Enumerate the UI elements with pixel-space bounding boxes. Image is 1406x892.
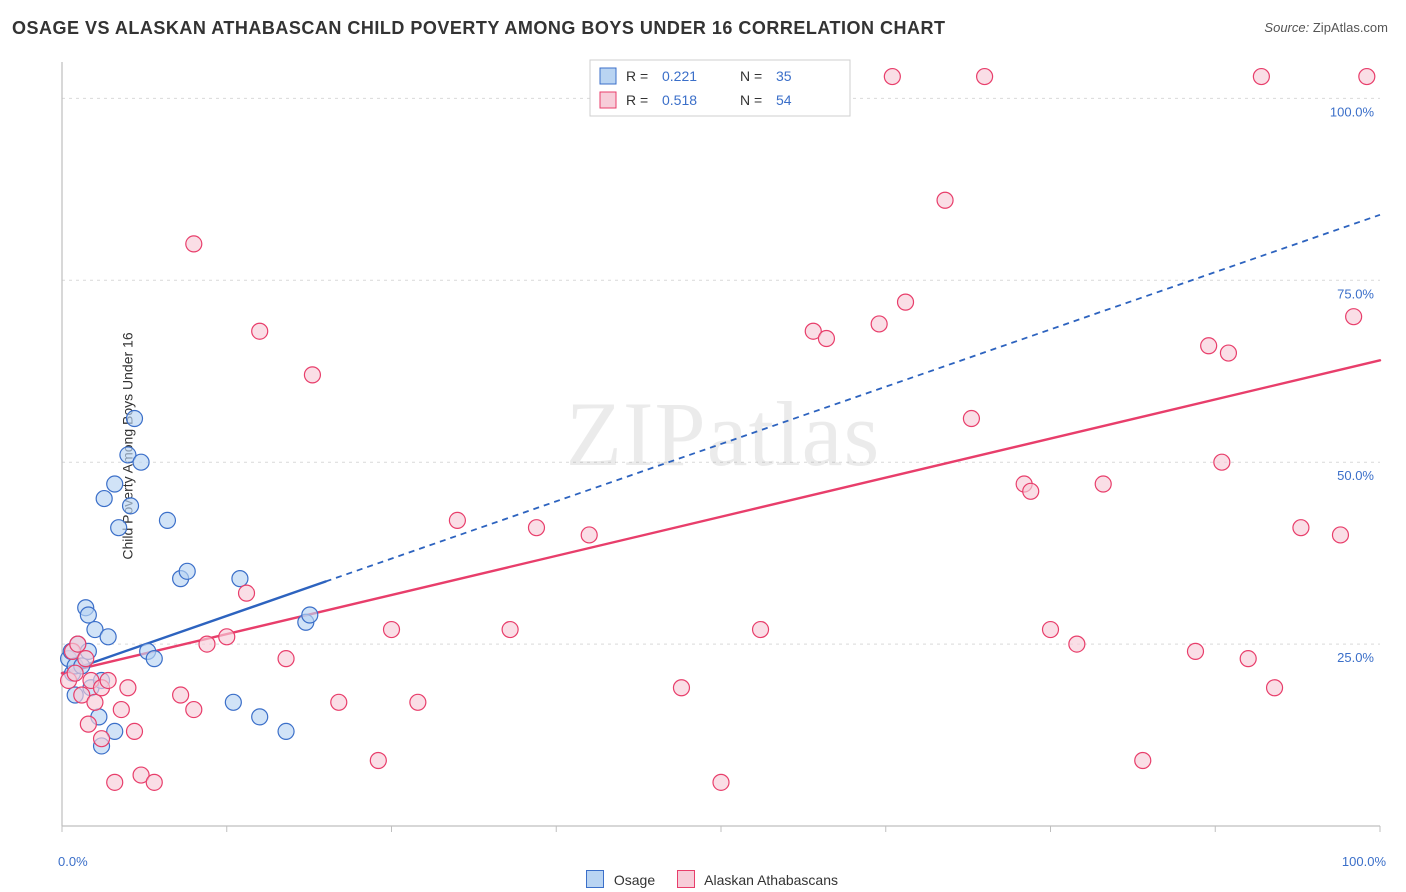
point-alaskan athabascans — [107, 774, 123, 790]
point-osage — [133, 454, 149, 470]
point-alaskan athabascans — [278, 651, 294, 667]
point-alaskan athabascans — [70, 636, 86, 652]
y-tick-label: 100.0% — [1330, 104, 1375, 119]
top-legend-r-value: 0.221 — [662, 68, 697, 84]
point-osage — [146, 651, 162, 667]
point-alaskan athabascans — [898, 294, 914, 310]
point-alaskan athabascans — [1359, 69, 1375, 85]
point-alaskan athabascans — [80, 716, 96, 732]
point-alaskan athabascans — [1187, 643, 1203, 659]
point-alaskan athabascans — [410, 694, 426, 710]
y-tick-label: 50.0% — [1337, 468, 1374, 483]
y-tick-label: 25.0% — [1337, 650, 1374, 665]
point-alaskan athabascans — [219, 629, 235, 645]
source-name: ZipAtlas.com — [1313, 20, 1388, 35]
point-alaskan athabascans — [100, 672, 116, 688]
point-alaskan athabascans — [1135, 753, 1151, 769]
point-alaskan athabascans — [502, 622, 518, 638]
point-alaskan athabascans — [871, 316, 887, 332]
point-osage — [96, 491, 112, 507]
point-alaskan athabascans — [1293, 520, 1309, 536]
point-osage — [159, 512, 175, 528]
point-alaskan athabascans — [120, 680, 136, 696]
point-alaskan athabascans — [937, 192, 953, 208]
point-alaskan athabascans — [1043, 622, 1059, 638]
point-alaskan athabascans — [449, 512, 465, 528]
point-alaskan athabascans — [818, 330, 834, 346]
x-tick-end: 100.0% — [1342, 854, 1386, 869]
y-tick-label: 75.0% — [1337, 286, 1374, 301]
plot-area: 25.0% 50.0% 75.0% 100.0% ZIPatlas R = 0.221 N =… — [58, 54, 1388, 844]
point-alaskan athabascans — [1069, 636, 1085, 652]
point-alaskan athabascans — [186, 702, 202, 718]
point-alaskan athabascans — [1095, 476, 1111, 492]
legend-label-osage: Osage — [614, 872, 655, 888]
top-legend-swatch — [600, 92, 616, 108]
point-alaskan athabascans — [1346, 309, 1362, 325]
watermark: ZIPatlas — [566, 383, 881, 485]
point-alaskan athabascans — [753, 622, 769, 638]
point-alaskan athabascans — [87, 694, 103, 710]
point-alaskan athabascans — [1023, 483, 1039, 499]
point-osage — [179, 563, 195, 579]
source-label: Source: — [1264, 20, 1309, 35]
point-alaskan athabascans — [977, 69, 993, 85]
point-alaskan athabascans — [1201, 338, 1217, 354]
point-alaskan athabascans — [370, 753, 386, 769]
top-legend-r-value: 0.518 — [662, 92, 697, 108]
point-alaskan athabascans — [528, 520, 544, 536]
point-alaskan athabascans — [1332, 527, 1348, 543]
point-alaskan athabascans — [304, 367, 320, 383]
source-credit: Source: ZipAtlas.com — [1264, 20, 1388, 35]
point-osage — [278, 723, 294, 739]
point-alaskan athabascans — [199, 636, 215, 652]
point-alaskan athabascans — [239, 585, 255, 601]
bottom-legend: Osage Alaskan Athabascans — [0, 870, 1406, 888]
legend-label-athabascan: Alaskan Athabascans — [704, 872, 838, 888]
point-alaskan athabascans — [173, 687, 189, 703]
point-alaskan athabascans — [1240, 651, 1256, 667]
point-osage — [80, 607, 96, 623]
point-osage — [126, 411, 142, 427]
point-alaskan athabascans — [1253, 69, 1269, 85]
point-osage — [107, 476, 123, 492]
scatter-svg: 25.0% 50.0% 75.0% 100.0% ZIPatlas R = 0.221 N =… — [58, 54, 1388, 844]
top-legend-n-label: N = — [740, 92, 762, 108]
top-legend-r-label: R = — [626, 92, 648, 108]
point-alaskan athabascans — [384, 622, 400, 638]
point-osage — [123, 498, 139, 514]
point-alaskan athabascans — [1220, 345, 1236, 361]
point-alaskan athabascans — [581, 527, 597, 543]
point-alaskan athabascans — [1267, 680, 1283, 696]
top-legend-n-value: 54 — [776, 92, 792, 108]
chart-title: OSAGE VS ALASKAN ATHABASCAN CHILD POVERT… — [12, 18, 946, 39]
point-alaskan athabascans — [252, 323, 268, 339]
point-alaskan athabascans — [884, 69, 900, 85]
top-legend-n-label: N = — [740, 68, 762, 84]
point-alaskan athabascans — [186, 236, 202, 252]
point-alaskan athabascans — [713, 774, 729, 790]
point-alaskan athabascans — [126, 723, 142, 739]
top-legend-n-value: 35 — [776, 68, 792, 84]
legend-swatch-athabascan — [677, 870, 695, 888]
top-legend-swatch — [600, 68, 616, 84]
point-alaskan athabascans — [146, 774, 162, 790]
legend-swatch-osage — [586, 870, 604, 888]
point-alaskan athabascans — [113, 702, 129, 718]
point-alaskan athabascans — [1214, 454, 1230, 470]
point-alaskan athabascans — [78, 651, 94, 667]
point-alaskan athabascans — [94, 731, 110, 747]
point-alaskan athabascans — [673, 680, 689, 696]
x-tick-start: 0.0% — [58, 854, 88, 869]
point-osage — [232, 571, 248, 587]
point-osage — [111, 520, 127, 536]
point-alaskan athabascans — [67, 665, 83, 681]
point-osage — [225, 694, 241, 710]
point-osage — [100, 629, 116, 645]
point-osage — [252, 709, 268, 725]
top-legend-r-label: R = — [626, 68, 648, 84]
point-alaskan athabascans — [963, 411, 979, 427]
point-osage — [302, 607, 318, 623]
point-alaskan athabascans — [331, 694, 347, 710]
